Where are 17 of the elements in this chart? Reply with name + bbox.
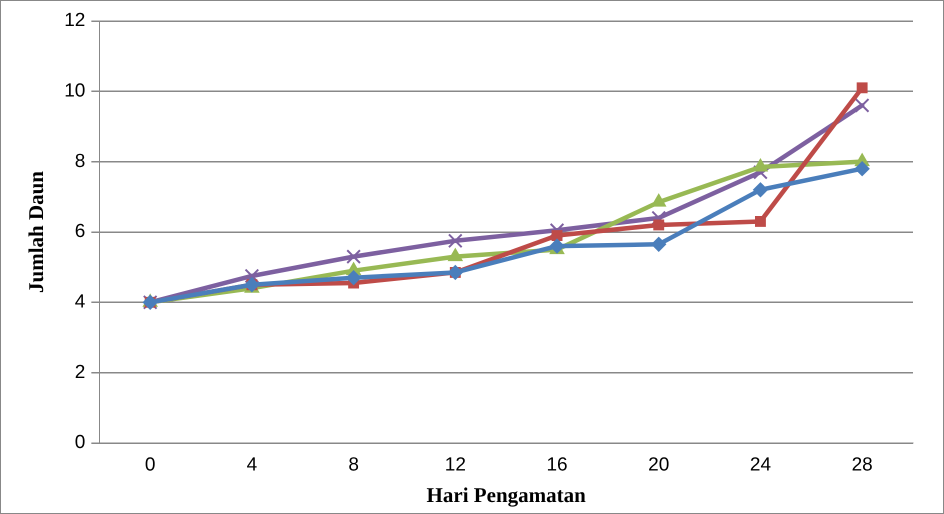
y-tick-label: 8 — [74, 150, 86, 172]
y-tick-label: 0 — [74, 432, 86, 454]
x-tick-label: 4 — [246, 454, 258, 476]
y-tick-label: 6 — [74, 221, 86, 242]
x-tick-label: 24 — [750, 454, 772, 476]
x-tick-label: 0 — [144, 454, 156, 476]
y-tick-label: 10 — [64, 80, 86, 102]
x-tick-label: 20 — [648, 454, 670, 476]
y-tick-label: 12 — [64, 10, 86, 32]
x-tick-label: 16 — [546, 454, 568, 476]
x-tick-label: 12 — [444, 454, 466, 476]
y-tick-label: 2 — [74, 362, 86, 383]
y-tick-label: 4 — [74, 292, 86, 313]
y-axis-title: Jumlah Daun — [24, 170, 48, 293]
x-axis-title: Hari Pengamatan — [426, 482, 586, 507]
x-tick-label: 8 — [348, 454, 359, 476]
x-tick-label: 28 — [852, 454, 873, 476]
